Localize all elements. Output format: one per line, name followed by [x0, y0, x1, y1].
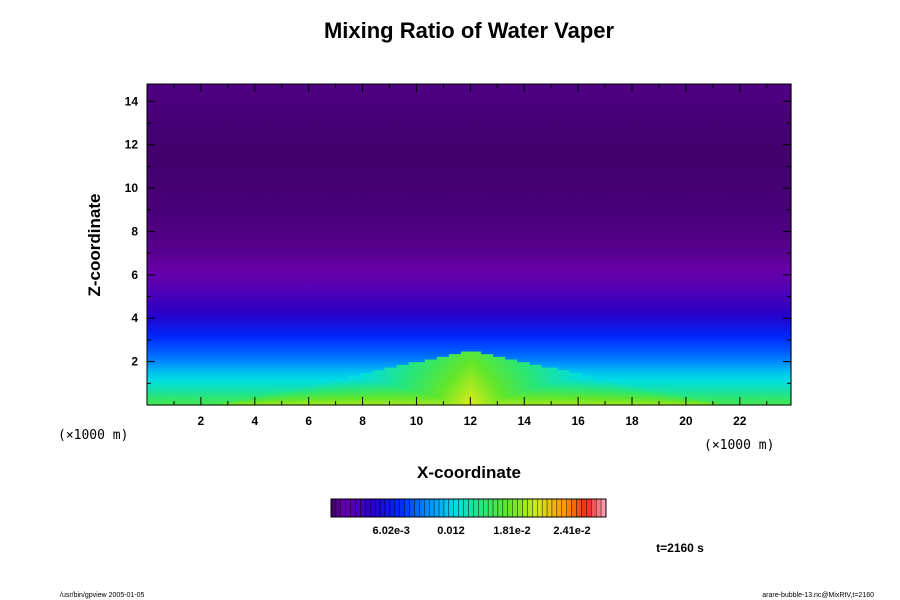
colorbar-segment: [527, 499, 532, 517]
x-tick-label: 18: [625, 414, 639, 428]
colorbar-segment: [552, 499, 557, 517]
colorbar-tick-label: 2.41e-2: [553, 525, 590, 537]
colorbar-segment: [488, 499, 493, 517]
colorbar-segment: [473, 499, 478, 517]
footer-left: /usr/bin/gpview 2005-01-05: [60, 592, 145, 599]
y-tick-label: 14: [125, 94, 139, 108]
colorbar-tick-label: 0.012: [437, 525, 465, 537]
colorbar-segment: [523, 499, 528, 517]
colorbar-segment: [464, 499, 469, 517]
colorbar-segment: [395, 499, 400, 517]
colorbar-segment: [577, 499, 582, 517]
footer-right: arare-bubble-13.nc@MixRtV,t=2160: [762, 592, 874, 599]
colorbar: [331, 499, 606, 517]
x-tick-label: 20: [679, 414, 693, 428]
colorbar-segment: [434, 499, 439, 517]
colorbar-segment: [572, 499, 577, 517]
colorbar-segment: [429, 499, 434, 517]
colorbar-segment: [454, 499, 459, 517]
x-tick-label: 12: [464, 414, 478, 428]
colorbar-segment: [375, 499, 380, 517]
colorbar-segment: [601, 499, 606, 517]
colorbar-segment: [513, 499, 518, 517]
x-tick-label: 4: [251, 414, 258, 428]
y-tick-label: 10: [125, 181, 139, 195]
colorbar-segment: [380, 499, 385, 517]
colorbar-segment: [331, 499, 336, 517]
colorbar-segment: [483, 499, 488, 517]
colorbar-segment: [439, 499, 444, 517]
colorbar-segment: [498, 499, 503, 517]
y-tick-label: 4: [131, 311, 138, 325]
y-tick-label: 6: [131, 268, 138, 282]
colorbar-segment: [424, 499, 429, 517]
y-tick-label: 2: [131, 355, 138, 369]
colorbar-segment: [356, 499, 361, 517]
colorbar-segment: [346, 499, 351, 517]
y-tick-label: 12: [125, 138, 139, 152]
colorbar-segment: [419, 499, 424, 517]
colorbar-segment: [537, 499, 542, 517]
x-tick-label: 2: [198, 414, 205, 428]
colorbar-segment: [385, 499, 390, 517]
colorbar-segment: [581, 499, 586, 517]
colorbar-segment: [596, 499, 601, 517]
colorbar-segment: [542, 499, 547, 517]
colorbar-segment: [459, 499, 464, 517]
y-axis-label: Z-coordinate: [85, 194, 104, 297]
colorbar-segment: [562, 499, 567, 517]
chart-title: Mixing Ratio of Water Vaper: [324, 18, 615, 43]
colorbar-segment: [390, 499, 395, 517]
colorbar-segment: [370, 499, 375, 517]
colorbar-segment: [341, 499, 346, 517]
colorbar-segment: [493, 499, 498, 517]
colorbar-labels: 6.02e-3 0.012 1.81e-2 2.41e-2: [373, 525, 591, 537]
colorbar-segment: [336, 499, 341, 517]
colorbar-segment: [444, 499, 449, 517]
colorbar-segment: [360, 499, 365, 517]
colorbar-segment: [567, 499, 572, 517]
colorbar-segment: [351, 499, 356, 517]
x-unit-note: (×1000 m): [704, 438, 774, 453]
colorbar-segment: [532, 499, 537, 517]
x-tick-label: 6: [305, 414, 312, 428]
colorbar-tick-label: 1.81e-2: [493, 525, 530, 537]
colorbar-segment: [410, 499, 415, 517]
x-tick-label: 16: [571, 414, 585, 428]
time-label: t=2160 s: [656, 541, 704, 555]
colorbar-segment: [478, 499, 483, 517]
colorbar-segment: [503, 499, 508, 517]
colorbar-segment: [547, 499, 552, 517]
colorbar-segment: [365, 499, 370, 517]
x-tick-label: 22: [733, 414, 747, 428]
colorbar-segment: [586, 499, 591, 517]
colorbar-segment: [400, 499, 405, 517]
colorbar-segment: [449, 499, 454, 517]
x-tick-label: 10: [410, 414, 424, 428]
colorbar-segment: [557, 499, 562, 517]
x-tick-label: 14: [518, 414, 532, 428]
colorbar-segment: [414, 499, 419, 517]
colorbar-segment: [508, 499, 513, 517]
colorbar-tick-label: 6.02e-3: [373, 525, 410, 537]
colorbar-segment: [518, 499, 523, 517]
x-tick-label: 8: [359, 414, 366, 428]
x-axis-label: X-coordinate: [417, 463, 521, 482]
colorbar-segment: [469, 499, 474, 517]
y-tick-label: 8: [131, 224, 138, 238]
y-unit-note: (×1000 m): [58, 428, 128, 443]
heatmap-field: [147, 84, 792, 406]
colorbar-segment: [591, 499, 596, 517]
colorbar-segment: [405, 499, 410, 517]
